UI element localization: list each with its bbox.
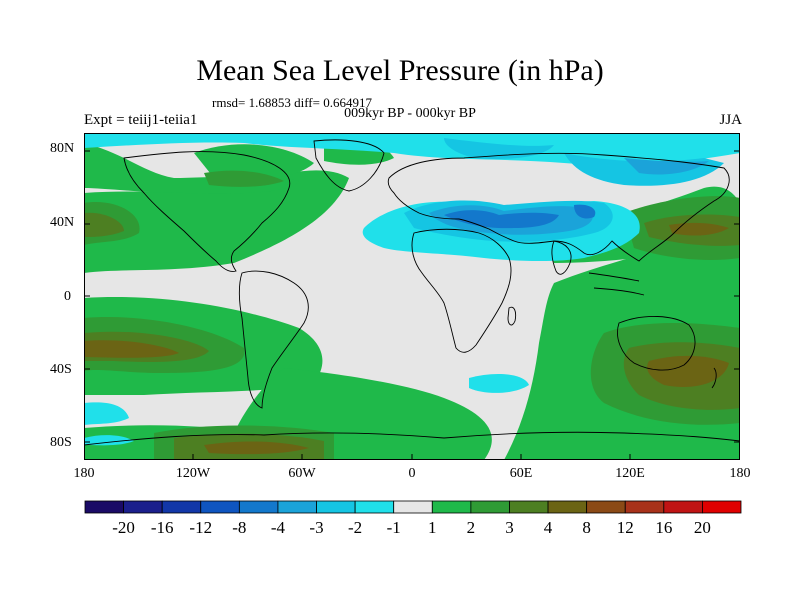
lon-label-180w: 180 <box>73 466 95 481</box>
colorbar-swatch <box>393 500 433 514</box>
stats-line: rmsd= 1.68853 diff= 0.664917 <box>212 95 372 110</box>
lon-label-60e: 60E <box>509 466 533 481</box>
colorbar-swatch <box>277 500 317 514</box>
coastlines <box>84 139 740 446</box>
colorbar-swatch <box>238 500 279 514</box>
colorbar-label: 3 <box>505 518 514 537</box>
colorbar-label: -4 <box>270 518 286 537</box>
lat-label-80n: 80N <box>50 141 75 156</box>
colorbar-swatch <box>431 500 472 514</box>
colorbar-swatch <box>123 500 163 514</box>
colorbar-swatch <box>702 500 742 514</box>
season-label: JJA <box>719 112 742 128</box>
colorbar-label: -20 <box>112 518 135 537</box>
colorbar-label: -12 <box>189 518 213 537</box>
deep-blue-fields <box>444 204 596 229</box>
lon-label-60w: 60W <box>288 466 316 481</box>
subtitle: 009kyr BP - 000kyr BP <box>344 106 476 121</box>
colorbar-label: 8 <box>582 518 591 537</box>
colorbar-swatch <box>624 500 665 514</box>
colorbar-label: -3 <box>309 518 324 537</box>
lat-label-80s: 80S <box>50 435 72 450</box>
lon-label-120w: 120W <box>175 466 211 481</box>
colorbar-label: -1 <box>386 518 401 537</box>
colorbar-label: -2 <box>348 518 363 537</box>
brown-fields <box>84 222 729 455</box>
colorbar-swatch <box>200 500 240 514</box>
colorbar-swatch <box>586 500 626 514</box>
lon-label-0: 0 <box>408 466 416 481</box>
lat-label-40n: 40N <box>50 215 75 230</box>
colorbar-label: 20 <box>693 518 711 537</box>
colorbar-swatch <box>161 500 202 514</box>
lat-label-0: 0 <box>64 289 71 304</box>
colorbar-swatch <box>470 500 510 514</box>
colorbar-label: 12 <box>616 518 634 537</box>
colorbar-swatch <box>354 500 395 514</box>
axis-ticks <box>84 150 740 460</box>
colorbar-label: 4 <box>543 518 553 537</box>
colorbar <box>84 500 742 514</box>
colorbar-swatch <box>663 500 703 514</box>
colorbar-swatch <box>84 500 124 514</box>
colorbar-swatch <box>316 500 356 514</box>
colorbar-swatch <box>547 500 588 514</box>
colorbar-label: 16 <box>655 518 673 537</box>
pressure-map <box>84 133 740 460</box>
colorbar-label: -16 <box>150 518 174 537</box>
colorbar-label: 2 <box>466 518 476 537</box>
lon-label-180e: 180 <box>729 466 751 481</box>
lat-label-40s: 40S <box>50 362 72 377</box>
colorbar-label: -8 <box>232 518 247 537</box>
experiment-label: Expt = teiij1-teiia1 <box>84 112 198 128</box>
lon-label-120e: 120E <box>615 466 645 481</box>
plot-title: Mean Sea Level Pressure (in hPa) <box>196 54 604 87</box>
colorbar-swatch <box>509 500 549 514</box>
colorbar-label: 1 <box>428 518 437 537</box>
